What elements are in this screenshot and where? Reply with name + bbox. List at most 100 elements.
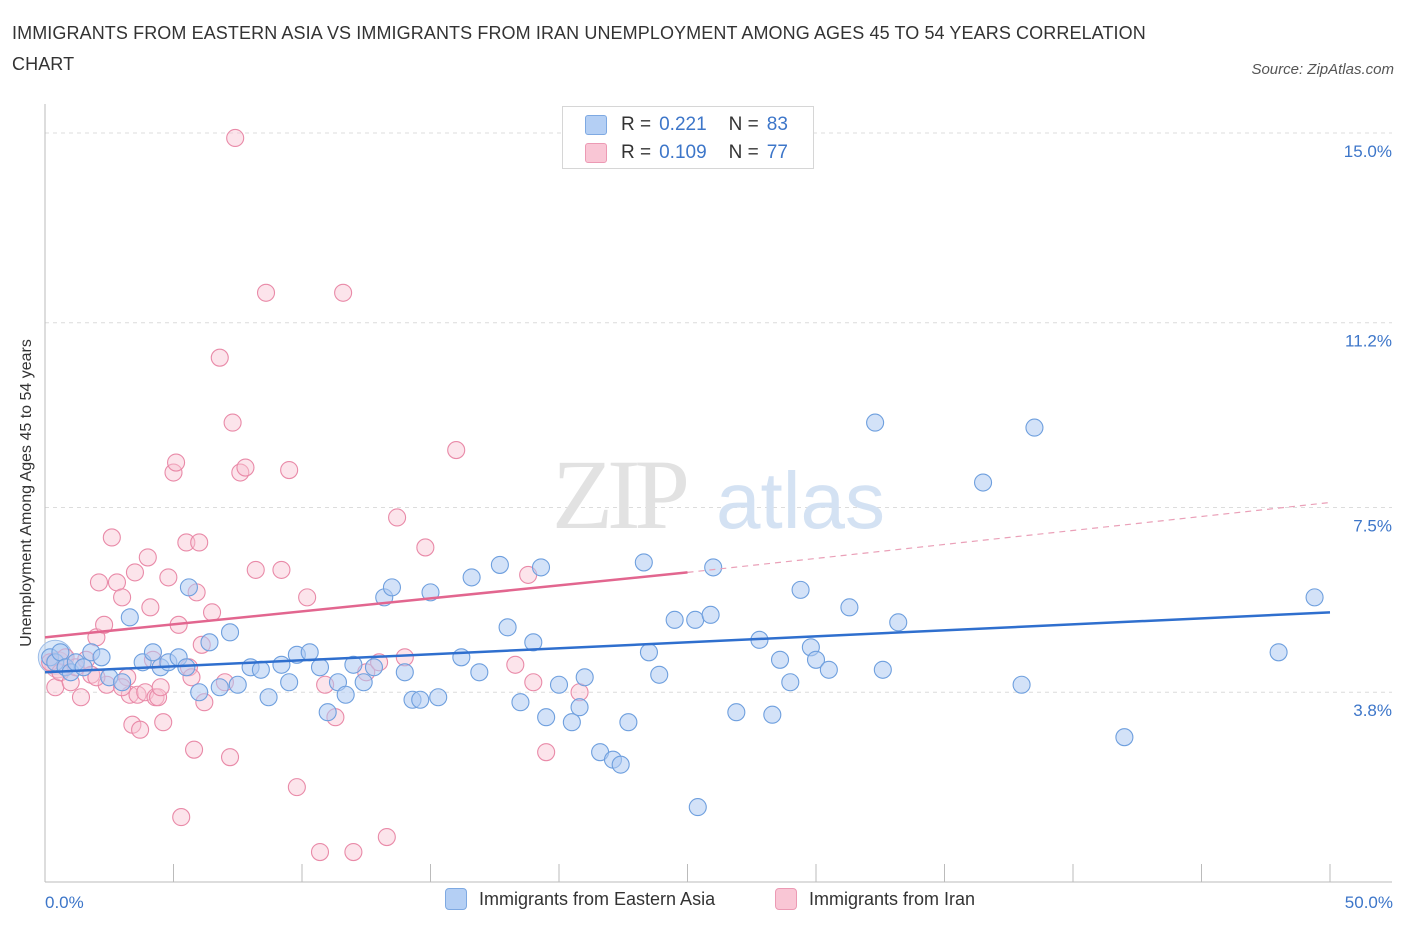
data-point-eastern-asia	[727, 703, 746, 722]
data-point-iran	[287, 778, 306, 797]
data-point-eastern-asia	[177, 658, 196, 677]
data-point-eastern-asia	[704, 558, 723, 577]
data-point-eastern-asia	[537, 708, 556, 727]
data-point-eastern-asia	[113, 673, 132, 692]
data-point-eastern-asia	[251, 660, 270, 679]
data-point-iran	[236, 458, 255, 477]
data-point-eastern-asia	[74, 658, 93, 677]
data-point-iran	[141, 598, 160, 617]
legend-swatch-iran	[585, 143, 607, 163]
data-point-eastern-asia	[1305, 588, 1324, 607]
data-point-iran	[220, 748, 240, 767]
bottom-legend-swatch-eastern-asia	[445, 888, 467, 910]
data-point-eastern-asia	[806, 650, 826, 669]
data-point-iran	[272, 560, 291, 579]
trend-line-eastern-asia	[44, 611, 1331, 674]
data-point-iran	[89, 573, 109, 592]
data-point-eastern-asia	[179, 578, 198, 597]
legend-r-label: R =	[621, 114, 652, 135]
data-point-iran	[506, 655, 525, 674]
bottom-legend-iran: Immigrants from Iran	[775, 888, 975, 910]
data-point-eastern-asia	[310, 658, 330, 677]
legend-n-label: N =	[728, 114, 759, 135]
data-point-eastern-asia	[210, 678, 229, 697]
data-point-iran	[246, 560, 265, 579]
data-point-iran	[185, 740, 204, 759]
data-point-eastern-asia	[280, 673, 299, 692]
data-point-iran	[377, 828, 396, 847]
data-point-iran	[416, 538, 435, 557]
data-point-eastern-asia	[686, 610, 705, 629]
data-point-eastern-asia	[120, 608, 139, 627]
data-point-eastern-asia	[272, 655, 291, 674]
trend-line-iran	[44, 571, 688, 639]
data-point-eastern-asia	[665, 610, 684, 629]
data-point-eastern-asia	[549, 675, 569, 694]
data-point-iran	[177, 533, 196, 552]
data-point-iran	[167, 453, 186, 472]
data-point-eastern-asia	[531, 558, 551, 577]
source-label: Source: ZipAtlas.com	[1251, 61, 1394, 78]
legend-row-eastern-asia: R = 0.221 N = 83	[585, 113, 788, 137]
legend-n-value: 83	[766, 114, 788, 135]
legend-swatch-eastern-asia	[585, 115, 607, 135]
data-point-eastern-asia	[220, 623, 240, 642]
data-point-iran	[537, 743, 556, 762]
watermark-atlas: atlas	[716, 456, 885, 545]
data-point-eastern-asia	[562, 713, 581, 732]
data-point-eastern-asia	[873, 660, 892, 679]
data-point-iran	[203, 603, 222, 622]
legend-r-value: 0.109	[659, 142, 707, 163]
data-point-iran	[125, 563, 144, 582]
data-point-iran	[256, 283, 276, 302]
y-tick-label: 15.0%	[1344, 142, 1392, 161]
data-point-eastern-asia	[819, 660, 838, 679]
data-point-iran	[344, 842, 363, 862]
data-point-eastern-asia	[51, 643, 70, 662]
data-point-eastern-asia	[200, 633, 219, 652]
data-point-eastern-asia	[429, 688, 448, 707]
data-point-iran	[223, 413, 242, 432]
data-point-eastern-asia	[318, 703, 337, 722]
bottom-legend: Immigrants from Eastern Asia Immigrants …	[0, 888, 1406, 916]
data-point-eastern-asia	[1025, 418, 1044, 437]
data-point-iran	[131, 720, 150, 739]
data-point-iran	[151, 678, 170, 697]
data-point-eastern-asia	[524, 633, 543, 652]
data-point-eastern-asia	[143, 643, 162, 662]
legend-r-value: 0.221	[659, 114, 707, 135]
data-point-eastern-asia	[421, 583, 440, 602]
data-point-eastern-asia	[575, 668, 594, 687]
data-point-iran	[159, 568, 178, 587]
data-point-eastern-asia	[498, 618, 517, 637]
data-point-eastern-asia	[639, 643, 659, 662]
data-point-eastern-asia	[511, 693, 530, 712]
data-point-eastern-asia	[650, 665, 669, 684]
data-point-eastern-asia	[840, 598, 859, 617]
data-point-eastern-asia	[973, 473, 993, 492]
trend-line-iran-extension	[687, 501, 1331, 574]
legend-row-iran: R = 0.109 N = 77	[585, 141, 788, 165]
axes	[44, 104, 1392, 883]
data-point-eastern-asia	[336, 685, 355, 704]
data-point-eastern-asia	[701, 605, 720, 624]
data-point-eastern-asia	[763, 705, 782, 724]
data-point-iran	[334, 283, 353, 302]
x-tick-label: 50.0%	[1345, 893, 1393, 912]
data-point-iran	[447, 441, 466, 460]
data-point-eastern-asia	[470, 663, 489, 682]
data-point-eastern-asia	[866, 413, 885, 432]
data-point-iran	[138, 548, 157, 567]
data-point-eastern-asia	[354, 673, 373, 692]
data-point-eastern-asia	[462, 568, 481, 587]
data-point-eastern-asia	[1115, 728, 1134, 747]
watermark: ZIP atlas	[552, 439, 885, 550]
data-point-eastern-asia	[190, 683, 209, 702]
y-tick-label: 3.8%	[1353, 701, 1392, 720]
data-point-iran	[298, 588, 317, 607]
data-point-iran	[71, 688, 91, 707]
data-point-eastern-asia	[634, 553, 653, 572]
data-point-eastern-asia	[411, 690, 430, 709]
data-point-iran	[95, 615, 114, 634]
data-point-eastern-asia	[791, 580, 810, 599]
